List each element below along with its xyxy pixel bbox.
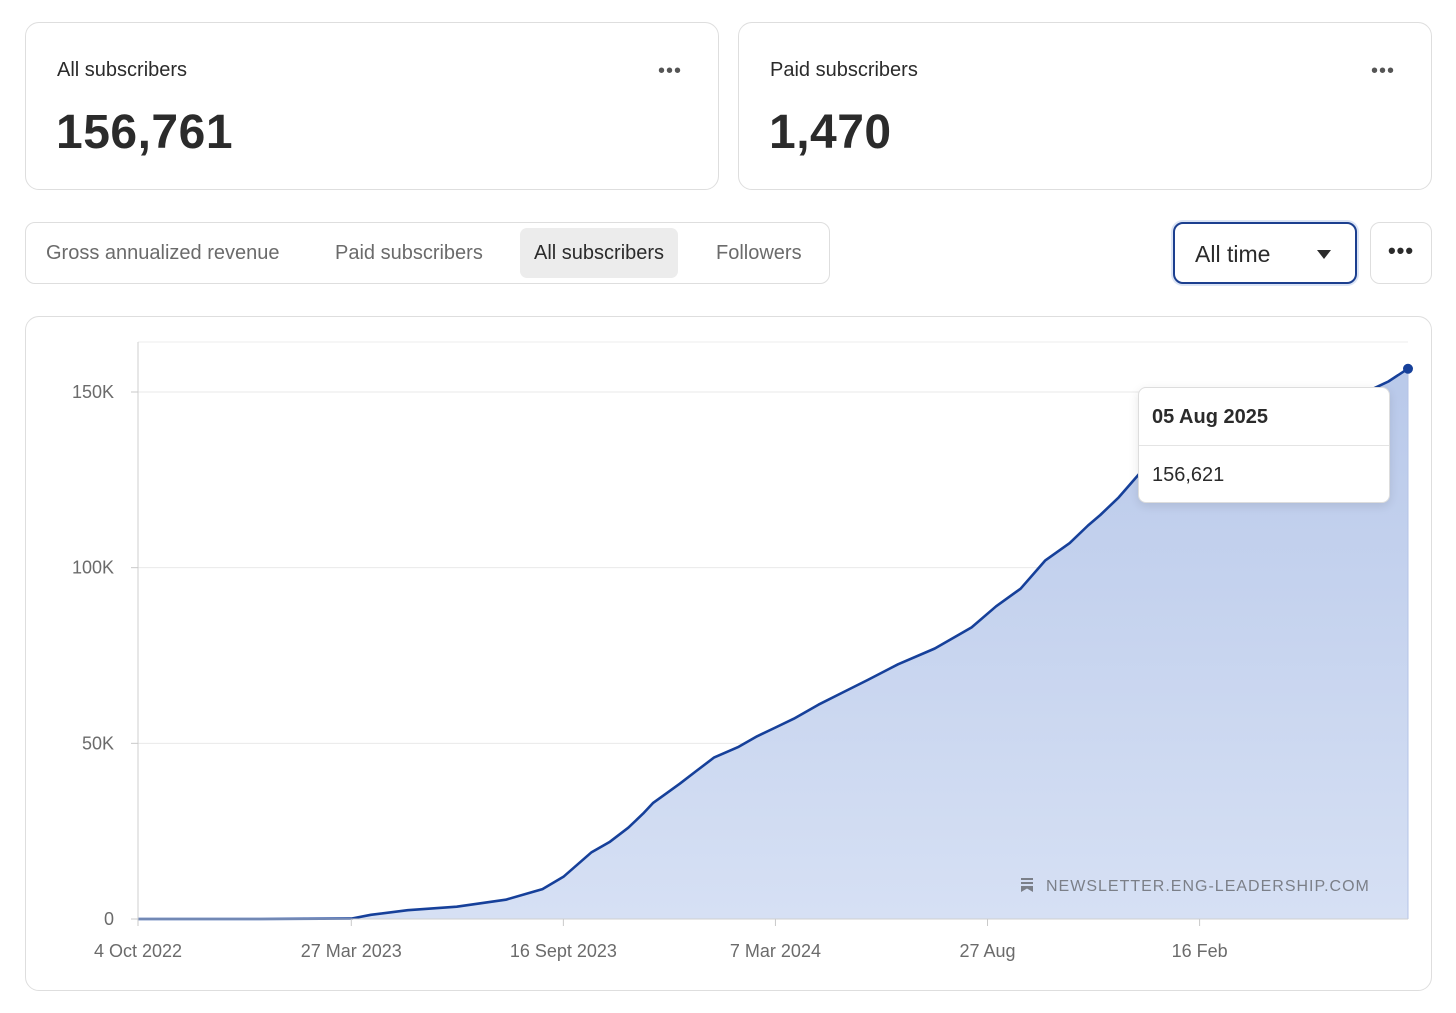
- x-tick-label: 7 Mar 2024: [730, 941, 821, 961]
- tab-followers[interactable]: Followers: [716, 242, 802, 264]
- paid-subscribers-label: Paid subscribers: [770, 59, 918, 81]
- paid-subscribers-more-icon[interactable]: •••: [1370, 60, 1395, 82]
- all-subscribers-more-icon[interactable]: •••: [657, 60, 682, 82]
- more-horizontal-icon: •••: [1387, 238, 1415, 263]
- caret-down-icon: [1317, 250, 1331, 259]
- y-tick-label: 150K: [72, 382, 114, 402]
- tab-paid-subscribers[interactable]: Paid subscribers: [335, 242, 483, 264]
- tooltip-value: 156,621: [1152, 464, 1225, 486]
- y-tick-label: 100K: [72, 558, 114, 578]
- paid-subscribers-card: Paid subscribers 1,470 •••: [738, 22, 1432, 190]
- tab-gross-annualized-revenue[interactable]: Gross annualized revenue: [46, 242, 280, 264]
- y-tick-label: 50K: [82, 733, 114, 753]
- more-options-button[interactable]: •••: [1370, 222, 1432, 284]
- highlight-point[interactable]: [1403, 363, 1413, 374]
- chart-tooltip: 05 Aug 2025 156,621: [1138, 387, 1390, 503]
- all-subscribers-value: 156,761: [56, 106, 234, 159]
- x-tick-label: 16 Sept 2023: [510, 941, 617, 961]
- tooltip-date: 05 Aug 2025: [1152, 406, 1268, 428]
- x-tick-label: 27 Mar 2023: [301, 941, 402, 961]
- publication-watermark: NEWSLETTER.ENG-LEADERSHIP.COM: [1021, 878, 1370, 896]
- x-tick-label: 4 Oct 2022: [94, 941, 182, 961]
- x-tick-label: 27 Aug: [959, 941, 1015, 961]
- series-area: [138, 368, 1408, 919]
- paid-subscribers-value: 1,470: [769, 106, 892, 159]
- time-range-value: All time: [1195, 241, 1271, 267]
- tooltip-divider: [1139, 445, 1389, 446]
- metric-tabs: Gross annualized revenue Paid subscriber…: [25, 222, 830, 284]
- x-tick-label: 16 Feb: [1172, 941, 1228, 961]
- bookmark-icon: [1021, 878, 1033, 892]
- watermark-text: NEWSLETTER.ENG-LEADERSHIP.COM: [1046, 878, 1370, 895]
- all-subscribers-label: All subscribers: [57, 59, 188, 81]
- time-range-select[interactable]: All time: [1173, 222, 1357, 284]
- all-subscribers-card: All subscribers 156,761 •••: [25, 22, 719, 190]
- tab-all-subscribers[interactable]: All subscribers: [520, 228, 679, 278]
- chart-canvas: 0 50K 100K 150K 4 Oct 2022 27 Mar 2023 16 Sept…: [72, 341, 1413, 961]
- y-tick-label: 0: [104, 909, 114, 929]
